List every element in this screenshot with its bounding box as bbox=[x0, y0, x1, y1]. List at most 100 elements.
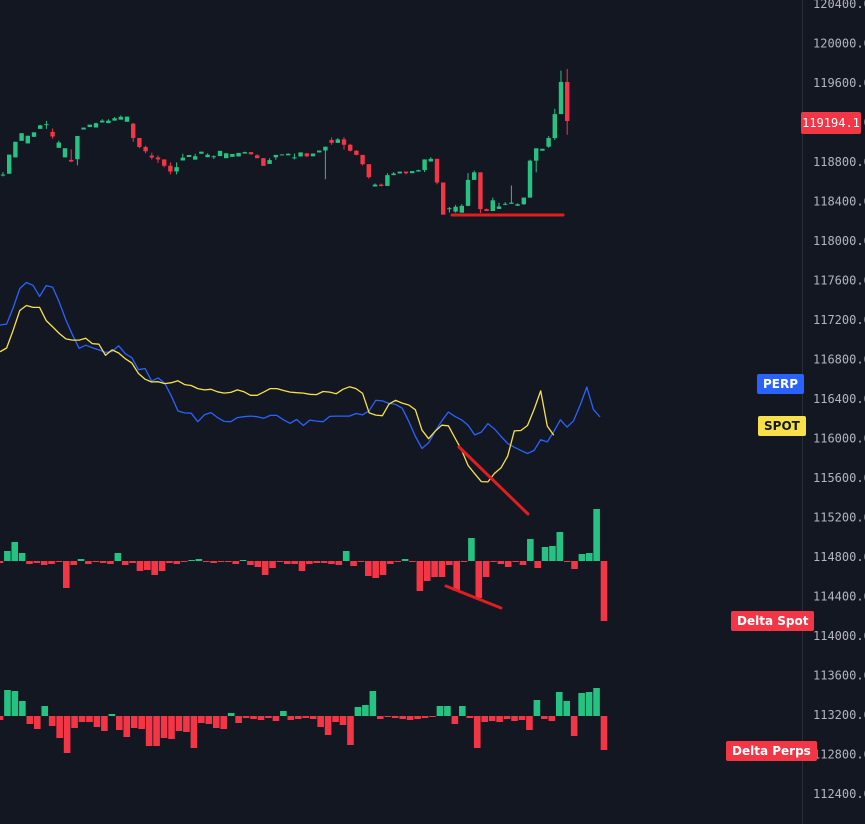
delta-perps-bar bbox=[570, 716, 578, 736]
delta-perps-bar bbox=[63, 716, 71, 753]
candle-body bbox=[7, 154, 12, 174]
candle-body bbox=[329, 139, 334, 143]
delta-perps-pane bbox=[0, 688, 608, 753]
delta-perps-bar bbox=[533, 700, 541, 716]
delta-perps-bar bbox=[168, 716, 175, 739]
candle-body bbox=[372, 184, 378, 187]
spot-line bbox=[0, 304, 555, 483]
candle-body bbox=[354, 150, 359, 155]
candle-body bbox=[534, 148, 539, 161]
delta-spot-bar bbox=[33, 561, 41, 563]
delta-spot-bar bbox=[247, 561, 254, 565]
delta-spot-bar bbox=[77, 559, 85, 561]
candle-body bbox=[100, 120, 105, 123]
candle-body bbox=[465, 179, 471, 206]
candle-body bbox=[434, 158, 440, 183]
delta-perps-bar bbox=[526, 716, 533, 730]
candle-body bbox=[56, 142, 61, 148]
candle-body bbox=[267, 160, 272, 164]
delta-perps-bar bbox=[108, 714, 116, 716]
price-tick-label: 116000.0 bbox=[813, 432, 865, 446]
delta-perps-bar bbox=[242, 716, 250, 718]
candle-body bbox=[397, 171, 402, 174]
candle-body bbox=[310, 153, 316, 157]
delta-spot-bar bbox=[313, 561, 321, 563]
candle-body bbox=[490, 200, 495, 212]
candle-body bbox=[93, 123, 99, 128]
candle-body bbox=[87, 124, 92, 128]
delta-spot-bar bbox=[585, 553, 593, 561]
delta-spot-bar bbox=[269, 561, 276, 568]
candle-body bbox=[447, 208, 452, 210]
delta-perps-bar bbox=[354, 707, 362, 716]
candle-body bbox=[366, 164, 371, 178]
candle-body bbox=[19, 133, 24, 141]
candle-body bbox=[335, 139, 340, 143]
candle-body bbox=[403, 171, 409, 174]
drawings bbox=[444, 213, 565, 610]
candle-body bbox=[31, 132, 37, 137]
delta-spot-bar bbox=[556, 532, 564, 561]
price-tick-label: 114000.0 bbox=[813, 629, 865, 643]
delta-spot-bar bbox=[55, 561, 63, 562]
price-tick-label: 112800.0 bbox=[813, 748, 865, 762]
delta-perps-bar bbox=[376, 716, 384, 719]
delta-perps-bar bbox=[26, 716, 34, 724]
delta-spot-bar bbox=[534, 561, 542, 568]
delta-perps-bar bbox=[280, 711, 287, 716]
delta-spot-bar bbox=[549, 546, 556, 561]
delta-perps-bar bbox=[160, 716, 168, 738]
delta-perps-bar bbox=[145, 716, 153, 746]
delta-spot-bar bbox=[180, 561, 188, 562]
price-tick-label: 116800.0 bbox=[813, 353, 865, 367]
price-axis-divider bbox=[802, 0, 803, 824]
price-tick-label: 120000.0 bbox=[813, 37, 865, 51]
delta-spot-bar bbox=[342, 551, 350, 561]
delta-spot-bar bbox=[99, 561, 107, 563]
delta-spot-bar bbox=[114, 553, 122, 561]
candle-body bbox=[503, 203, 508, 205]
price-tick-label: 115600.0 bbox=[813, 471, 865, 485]
delta-spot-bar bbox=[225, 561, 232, 562]
price-tick-label: 113200.0 bbox=[813, 708, 865, 722]
delta-perps-bar bbox=[175, 716, 183, 731]
delta-perps-bar bbox=[183, 716, 190, 732]
candle-body bbox=[509, 202, 514, 204]
candle-body bbox=[341, 139, 347, 145]
candle-body bbox=[459, 205, 464, 213]
candle-body bbox=[360, 154, 365, 165]
candle-body bbox=[391, 173, 396, 176]
candle-body bbox=[118, 116, 123, 120]
delta-perps-bar bbox=[138, 716, 145, 729]
candle-body bbox=[304, 153, 309, 157]
delta-spot-bar bbox=[453, 561, 460, 591]
candle-body bbox=[0, 174, 6, 176]
delta-spot-bar bbox=[26, 561, 33, 564]
delta-perps-bar bbox=[436, 706, 444, 716]
delta-spot-bar bbox=[512, 561, 519, 562]
delta-perps-bar bbox=[451, 716, 459, 724]
delta-spot-bar bbox=[92, 561, 100, 562]
delta-spot-bar bbox=[475, 561, 483, 598]
delta-perps-bar bbox=[459, 706, 466, 716]
candle-body bbox=[205, 154, 210, 158]
delta-spot-bar bbox=[62, 561, 70, 588]
delta-perps-bar bbox=[78, 716, 86, 722]
delta-spot-label: Delta Spot bbox=[731, 611, 815, 631]
delta-perps-bar bbox=[93, 716, 101, 727]
delta-spot-bar bbox=[144, 561, 151, 570]
delta-perps-bar bbox=[116, 716, 123, 730]
delta-perps-bar bbox=[153, 716, 160, 746]
delta-perps-bar bbox=[19, 701, 26, 716]
perp-series-label: PERP bbox=[757, 374, 805, 394]
candle-body bbox=[348, 144, 353, 151]
delta-perps-bar bbox=[496, 716, 503, 722]
delta-perps-bar bbox=[272, 716, 280, 721]
delta-spot-bar bbox=[468, 538, 475, 561]
candle-body bbox=[174, 167, 179, 172]
delta-perps-bar bbox=[399, 716, 406, 719]
delta-perps-bar bbox=[4, 690, 11, 716]
delta-spot-bar bbox=[357, 561, 365, 562]
delta-perps-bar bbox=[294, 716, 302, 719]
